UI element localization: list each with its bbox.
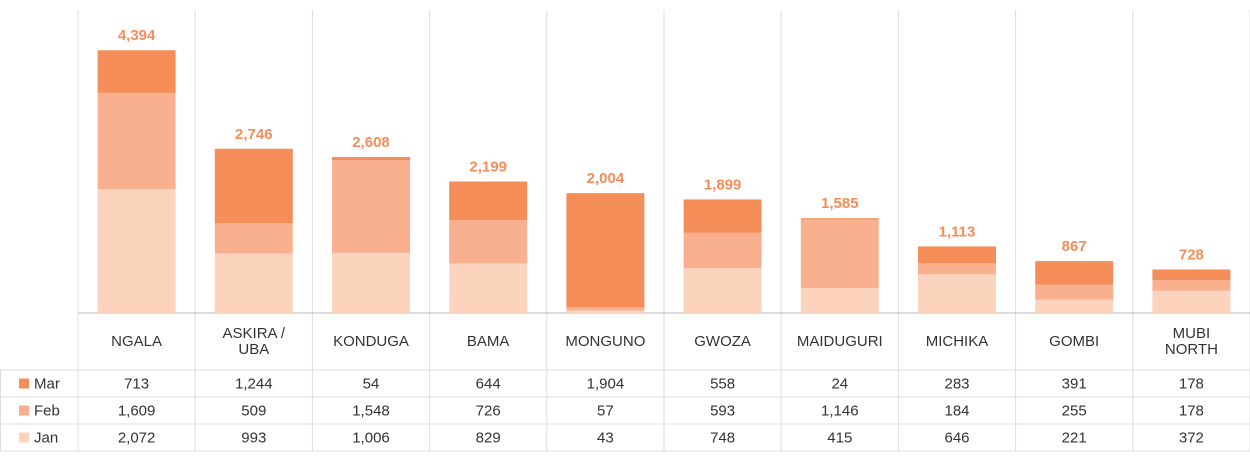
legend-label: Mar [34,375,60,392]
table-value: 1,609 [118,402,156,419]
total-label: 2,608 [352,134,390,151]
category-cell: GOMBI [1049,332,1100,350]
table-value: 372 [1179,429,1204,446]
bar-segment [566,193,645,308]
x-tick-label: GOMBI [1049,332,1100,350]
bar-segment [332,157,410,161]
bar-segment [97,189,176,313]
bar-segment [800,288,879,313]
bar-segment [449,220,528,264]
x-tick-label: MUBI NORTH [1164,324,1218,358]
x-tick-label: NGALA [111,332,163,350]
table-value: 178 [1179,402,1204,419]
total-label: 867 [1062,238,1087,255]
table-value: 184 [944,402,969,419]
table-value: 1,244 [235,375,273,392]
bar-segment [566,307,645,311]
total-label: 4,394 [118,27,156,44]
bar-segment [449,181,528,221]
total-label: 1,585 [821,195,859,212]
bar-segment [800,219,879,289]
bar-segment [1035,299,1114,313]
table-value: 1,904 [587,375,625,392]
table-value: 255 [1062,402,1087,419]
total-label: 2,004 [587,170,625,187]
x-tick-label: KONDUGA [333,332,409,350]
table-value: 993 [241,429,266,446]
legend-swatch [19,432,29,443]
bar-segment [683,199,762,233]
bar-segment [332,252,410,313]
bar-segment [800,218,879,220]
bar-segment [918,246,996,264]
category-cell: NGALA [111,332,163,350]
category-cell: KONDUGA [333,332,409,350]
bar-segment [918,274,996,313]
table-value: 24 [831,375,848,392]
x-tick-label: BAMA [466,332,510,350]
bar-segment [566,310,645,313]
total-label: 1,899 [704,176,742,193]
x-tick-label: MICHIKA [925,332,989,350]
table-value: 57 [597,402,614,419]
bar-segment [1152,280,1231,291]
category-cell: MUBI NORTH [1164,324,1218,358]
table-value: 558 [710,375,735,392]
bar-segment [214,148,293,224]
category-cell: GWOZA [694,332,751,350]
total-label: 2,746 [235,126,273,143]
category-cell: MICHIKA [925,332,989,350]
x-tick-label: GWOZA [694,332,751,350]
bar-segment [1035,261,1114,285]
bar-segment [683,232,762,269]
table-value: 509 [241,402,266,419]
table-value: 593 [710,402,735,419]
category-cell: BAMA [466,332,510,350]
bar-segment [332,160,410,253]
table-value: 221 [1062,429,1087,446]
table-value: 54 [363,375,380,392]
x-tick-label: MONGUNO [565,332,646,350]
table-value: 713 [124,375,149,392]
table-value: 283 [944,375,969,392]
legend-label: Feb [34,402,60,419]
table-value: 644 [476,375,501,392]
bar-segment [1035,284,1114,300]
bar-segment [1152,269,1231,281]
table-value: 748 [710,429,735,446]
total-label: 1,113 [939,223,976,240]
bar-segment [97,92,176,190]
table-value: 1,548 [352,402,390,419]
bar-segment [214,223,293,254]
bar-segment [214,253,293,313]
table-value: 726 [476,402,501,419]
table-value: 829 [476,429,501,446]
bar-segment [918,263,996,275]
table-value: 646 [944,429,969,446]
total-label: 728 [1179,246,1204,263]
bar-segment [1152,290,1231,313]
legend-swatch [19,378,29,389]
table-value: 391 [1062,375,1087,392]
bar-segment [97,50,176,93]
table-value: 2,072 [118,429,156,446]
table-value: 1,006 [352,429,390,446]
x-tick-label: ASKIRA / UBA [222,324,286,358]
bar-segment [683,268,762,313]
bar-segment [449,263,528,313]
table-value: 43 [597,429,614,446]
category-cell: MONGUNO [565,332,646,350]
category-cell: MAIDUGURI [796,332,883,350]
table-value: 1,146 [821,402,859,419]
legend-swatch [19,405,29,416]
table-value: 178 [1179,375,1204,392]
category-cell: ASKIRA / UBA [222,324,286,358]
table-value: 415 [827,429,852,446]
legend-label: Jan [34,429,58,446]
total-label: 2,199 [469,158,507,175]
x-tick-label: MAIDUGURI [796,332,883,350]
